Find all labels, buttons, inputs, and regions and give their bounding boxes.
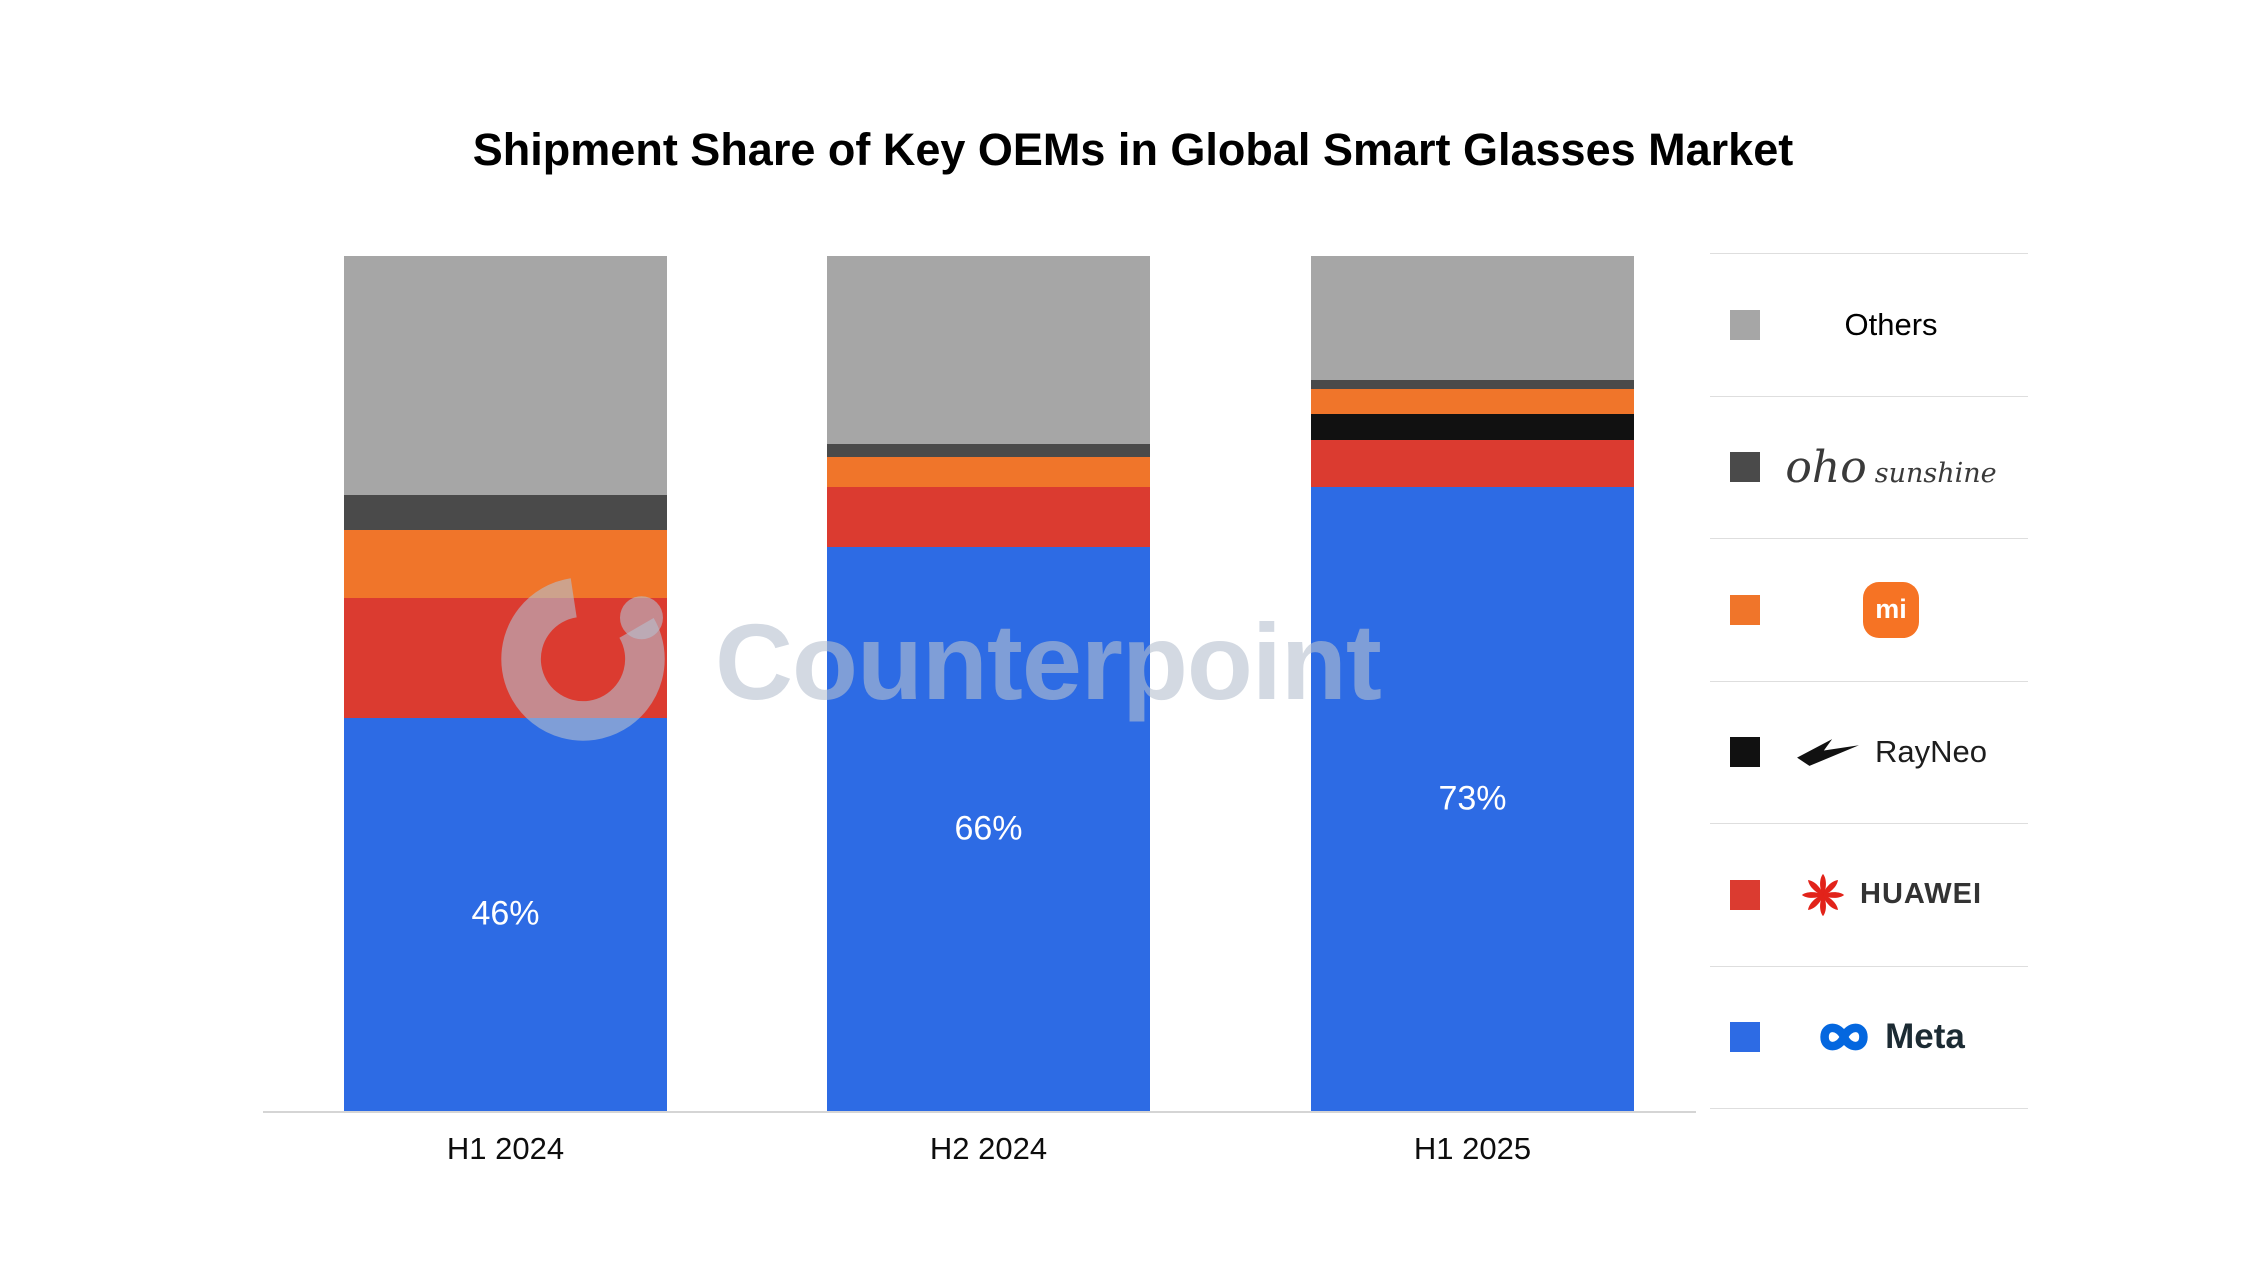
segment-xiaomi-h1-2025 bbox=[1311, 388, 1634, 415]
oho-logo-text: oho bbox=[1785, 441, 1867, 493]
legend-item-huawei: HUAWEI bbox=[1710, 823, 2028, 966]
segment-others-h1-2025 bbox=[1311, 256, 1634, 381]
plot-area: 46% 66% 73% Counterpoint H1 2024 H2 2024 H1 … bbox=[263, 256, 1696, 1166]
segment-huawei-h1-2024 bbox=[344, 598, 667, 718]
bars-container: 46% 66% 73% bbox=[263, 256, 1696, 1111]
legend-item-oho-sunshine: oho sunshine bbox=[1710, 395, 2028, 539]
legend-content-meta: Meta bbox=[1760, 1017, 2028, 1057]
x-axis-label-h2-2024: H2 2024 bbox=[929, 1131, 1048, 1166]
rayneo-wordmark: RayNeo bbox=[1875, 734, 1987, 770]
legend-swatch-xiaomi bbox=[1730, 594, 1760, 625]
legend-content-others: Others bbox=[1760, 307, 2028, 343]
legend-content-xiaomi: mi bbox=[1760, 581, 2028, 638]
segment-xiaomi-h1-2024 bbox=[344, 529, 667, 599]
value-label-meta-h1-2025: 73% bbox=[1438, 779, 1507, 818]
x-axis-line bbox=[263, 1111, 1696, 1113]
segment-oho-sunshine-h1-2024 bbox=[344, 495, 667, 530]
legend-content-oho-sunshine: oho sunshine bbox=[1760, 442, 2028, 493]
legend-item-others: Others bbox=[1710, 253, 2028, 396]
bar-h2-2024: 66% bbox=[827, 256, 1150, 1111]
legend-swatch-others bbox=[1730, 309, 1760, 340]
legend: Others oho sunshine mi RayNeo HUAWEI Meta bbox=[1710, 253, 2028, 1109]
bar-h1-2024: 46% bbox=[344, 256, 667, 1111]
segment-meta-h1-2025: 73% bbox=[1311, 486, 1634, 1111]
legend-content-huawei: HUAWEI bbox=[1760, 872, 2028, 918]
bar-h1-2025: 73% bbox=[1311, 256, 1634, 1111]
segment-others-h2-2024 bbox=[827, 256, 1150, 445]
segment-others-h1-2024 bbox=[344, 256, 667, 496]
rayneo-swoosh-icon bbox=[1797, 738, 1859, 766]
legend-label-others: Others bbox=[1844, 306, 1938, 342]
segment-rayneo-h1-2025 bbox=[1311, 414, 1634, 440]
x-axis-labels: H1 2024 H2 2024 H1 2025 bbox=[263, 1131, 1696, 1177]
meta-infinity-icon bbox=[1820, 1023, 1868, 1051]
segment-oho-sunshine-h2-2024 bbox=[827, 444, 1150, 457]
segment-xiaomi-h2-2024 bbox=[827, 456, 1150, 487]
meta-wordmark: Meta bbox=[1885, 1017, 1965, 1057]
legend-swatch-meta bbox=[1730, 1022, 1760, 1053]
value-label-meta-h1-2024: 46% bbox=[471, 894, 540, 933]
huawei-flower-icon bbox=[1801, 873, 1845, 916]
segment-meta-h2-2024: 66% bbox=[827, 546, 1150, 1111]
legend-content-rayneo: RayNeo bbox=[1760, 734, 2028, 770]
xiaomi-mi-logo-icon: mi bbox=[1863, 581, 1919, 638]
x-axis-label-h1-2024: H1 2024 bbox=[446, 1131, 565, 1166]
x-axis-label-h1-2025: H1 2025 bbox=[1413, 1131, 1532, 1166]
segment-huawei-h2-2024 bbox=[827, 486, 1150, 547]
sunshine-logo-text: sunshine bbox=[1874, 457, 1997, 489]
legend-swatch-huawei bbox=[1730, 879, 1760, 910]
huawei-wordmark: HUAWEI bbox=[1860, 878, 1982, 911]
legend-item-rayneo: RayNeo bbox=[1710, 680, 2028, 824]
segment-huawei-h1-2025 bbox=[1311, 439, 1634, 487]
chart-title: Shipment Share of Key OEMs in Global Sma… bbox=[472, 124, 1794, 175]
value-label-meta-h2-2024: 66% bbox=[954, 809, 1023, 848]
oho-sunshine-logo: oho sunshine bbox=[1785, 442, 1996, 493]
segment-oho-sunshine-h1-2025 bbox=[1311, 380, 1634, 389]
legend-item-xiaomi: mi bbox=[1710, 538, 2028, 681]
segment-meta-h1-2024: 46% bbox=[344, 717, 667, 1111]
legend-swatch-oho-sunshine bbox=[1730, 452, 1760, 483]
legend-item-meta: Meta bbox=[1710, 965, 2028, 1109]
legend-swatch-rayneo bbox=[1730, 737, 1760, 768]
